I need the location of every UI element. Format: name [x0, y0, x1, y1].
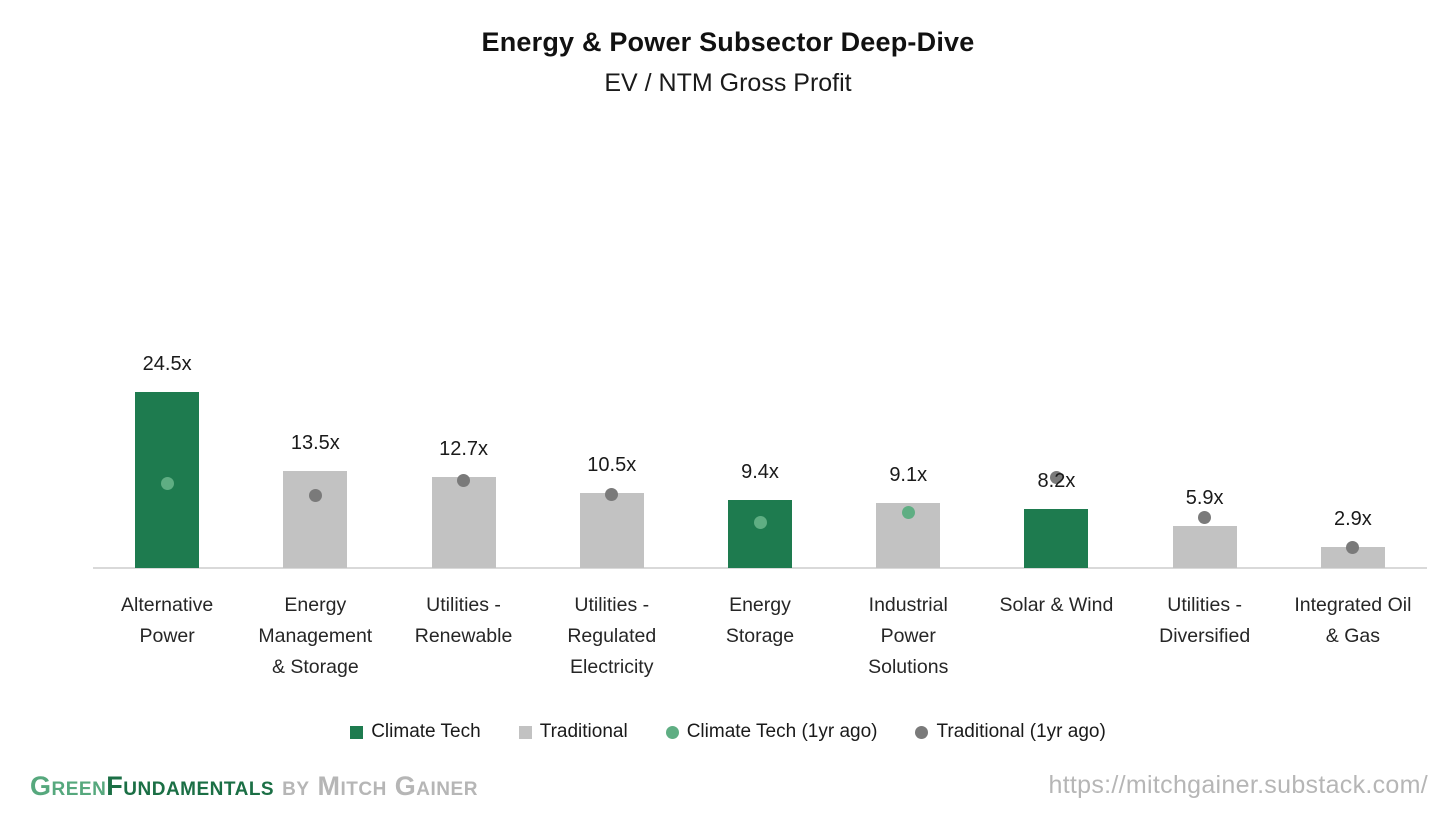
value-label-utilities-diversified: 5.9x [1185, 486, 1224, 509]
value-label-solar-wind: 8.2x [1037, 470, 1076, 493]
dot-1yr-ago-alternative-power [160, 477, 174, 491]
footer: GreenFundamentals by Mitch Gainer https:… [0, 764, 1456, 804]
category-label-energy-management-storage: Energy Management & Storage [258, 594, 373, 678]
traditional-swatch-icon [518, 725, 532, 739]
category-label-utilities-regulated-electricity: Utilities - Regulated Electricity [567, 594, 657, 678]
dot-1yr-ago-utilities-regulated-electricity [605, 488, 619, 502]
legend-item-climate-tech: Climate Tech [350, 721, 481, 743]
chart-title: Energy & Power Subsector Deep-Dive [481, 27, 975, 57]
bar-energy-management-storage [283, 471, 348, 568]
bar-solar-wind [1024, 509, 1089, 568]
dot-1yr-ago-energy-management-storage [308, 488, 322, 502]
legend-item-climate-tech-1yr-ago: Climate Tech (1yr ago) [665, 721, 878, 743]
value-label-alternative-power: 24.5x [142, 352, 192, 375]
legend-item-traditional: Traditional [518, 721, 628, 743]
dot-1yr-ago-industrial-power-solutions [901, 506, 915, 520]
category-label-energy-storage: Energy Storage [725, 594, 795, 647]
brand-green-part: Green [30, 771, 107, 801]
site-url[interactable]: https://mitchgainer.substack.com/ [1048, 771, 1428, 799]
dot-1yr-ago-utilities-renewable [457, 473, 471, 487]
brand-fundamentals-part: Fundamentals [106, 771, 275, 801]
chart-subtitle: EV / NTM Gross Profit [604, 69, 852, 97]
legend-item-traditional-1yr-ago: Traditional (1yr ago) [915, 721, 1106, 743]
bar-utilities-diversified [1172, 525, 1237, 568]
bar-utilities-renewable [431, 476, 496, 568]
dot-1yr-ago-energy-storage [753, 516, 767, 530]
value-label-utilities-renewable: 12.7x [439, 437, 489, 460]
traditional-1yr-dot-icon [915, 725, 929, 739]
brand-logo: GreenFundamentals by Mitch Gainer [30, 771, 478, 802]
plot-area: 24.5x Alternative Power 13.5x Energy Manage… [93, 352, 1427, 678]
climate-tech-swatch-icon [350, 725, 364, 739]
category-label-utilities-renewable: Utilities - Renewable [414, 594, 513, 647]
category-label-industrial-power-solutions: Industrial Power Solutions [868, 594, 949, 678]
category-label-integrated-oil-gas: Integrated Oil & Gas [1294, 594, 1412, 647]
legend-label: Traditional [539, 721, 628, 742]
x-axis-line [93, 567, 1427, 569]
category-label-alternative-power: Alternative Power [121, 594, 214, 647]
legend-label: Traditional (1yr ago) [936, 721, 1106, 742]
bar-utilities-regulated-electricity [579, 492, 644, 568]
dot-1yr-ago-integrated-oil-gas [1346, 541, 1360, 555]
value-label-utilities-regulated-electricity: 10.5x [587, 453, 637, 476]
brand-author-part: by Mitch Gainer [274, 771, 478, 801]
value-label-industrial-power-solutions: 9.1x [889, 463, 928, 486]
dot-1yr-ago-utilities-diversified [1198, 511, 1212, 525]
legend-label: Climate Tech (1yr ago) [686, 721, 878, 742]
category-label-solar-wind: Solar & Wind [999, 594, 1114, 616]
bar-energy-storage [728, 500, 792, 568]
value-label-integrated-oil-gas: 2.9x [1333, 508, 1372, 531]
legend: Climate Tech Traditional Climate Tech (1… [0, 721, 1456, 743]
climate-tech-1yr-dot-icon [665, 725, 679, 739]
legend-label: Climate Tech [371, 721, 481, 742]
value-label-energy-management-storage: 13.5x [290, 432, 340, 455]
category-label-utilities-diversified: Utilities - Diversified [1159, 594, 1251, 647]
value-label-energy-storage: 9.4x [741, 461, 779, 484]
bar-integrated-oil-gas [1320, 547, 1385, 568]
dot-1yr-ago-solar-wind [1049, 470, 1063, 484]
